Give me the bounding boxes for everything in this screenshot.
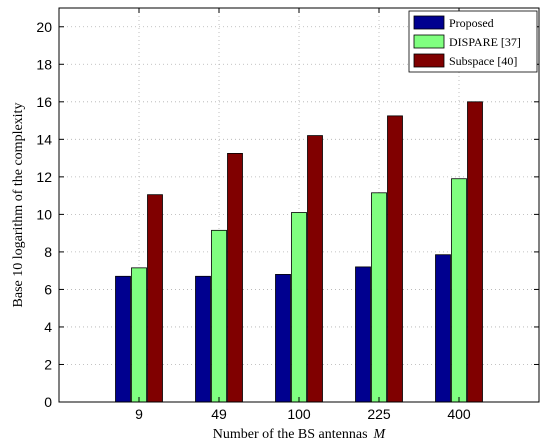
bar — [195, 275, 211, 403]
y-tick-label: 14 — [36, 131, 52, 147]
x-tick-label: 400 — [447, 406, 471, 422]
bar — [467, 101, 483, 403]
y-axis-label: Base 10 logarithm of the complexity — [11, 103, 26, 308]
bar — [435, 254, 451, 403]
bar — [291, 212, 307, 403]
axis-ticks: 0 2 4 6 8 10 12 14 16 18 20 9 49 100 225 400 — [36, 8, 539, 422]
bar — [371, 192, 387, 403]
legend-label: DISPARE [37] — [449, 35, 521, 49]
bar — [355, 266, 371, 403]
legend-swatch — [413, 15, 445, 30]
bar — [307, 135, 323, 403]
y-tick-label: 0 — [44, 394, 52, 410]
bar — [115, 275, 131, 403]
bar — [211, 229, 227, 403]
y-tick-label: 12 — [36, 169, 52, 185]
x-tick-label: 100 — [287, 406, 311, 422]
legend: Proposed DISPARE [37] Subspace [40] — [408, 10, 538, 73]
x-tick-label: 49 — [211, 406, 227, 422]
y-tick-label: 2 — [44, 356, 52, 372]
bar — [131, 267, 147, 403]
y-tick-label: 16 — [36, 94, 52, 110]
y-tick-label: 18 — [36, 56, 52, 72]
y-tick-label: 4 — [44, 319, 52, 335]
y-tick-label: 8 — [44, 244, 52, 260]
bar — [227, 153, 243, 403]
bar — [147, 194, 163, 403]
y-tick-label: 20 — [36, 19, 52, 35]
x-axis-label: Number of the BS antennas M — [213, 427, 387, 442]
bar — [387, 115, 403, 403]
legend-swatch — [413, 53, 445, 68]
legend-label: Proposed — [449, 16, 494, 30]
legend-label: Subspace [40] — [449, 54, 517, 68]
y-tick-label: 6 — [44, 281, 52, 297]
x-tick-label: 225 — [367, 406, 391, 422]
bar — [275, 274, 291, 403]
bars — [115, 101, 483, 403]
bar — [451, 178, 467, 403]
y-tick-label: 10 — [36, 206, 52, 222]
legend-swatch — [413, 34, 445, 49]
x-tick-label: 9 — [135, 406, 143, 422]
